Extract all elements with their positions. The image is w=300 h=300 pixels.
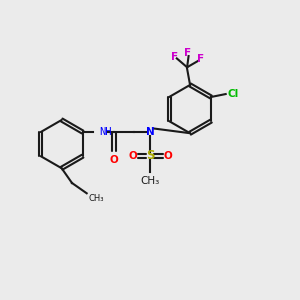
Text: CH₃: CH₃ — [88, 194, 104, 203]
Text: NH: NH — [99, 127, 111, 137]
Text: F: F — [197, 54, 204, 64]
Text: F: F — [184, 48, 191, 58]
Text: F: F — [171, 52, 178, 62]
Text: S: S — [146, 149, 154, 162]
Text: O: O — [110, 155, 118, 165]
Text: N: N — [146, 127, 155, 137]
Text: O: O — [164, 151, 172, 160]
Text: CH₃: CH₃ — [141, 176, 160, 186]
Text: Cl: Cl — [227, 89, 238, 99]
Text: O: O — [128, 151, 137, 160]
